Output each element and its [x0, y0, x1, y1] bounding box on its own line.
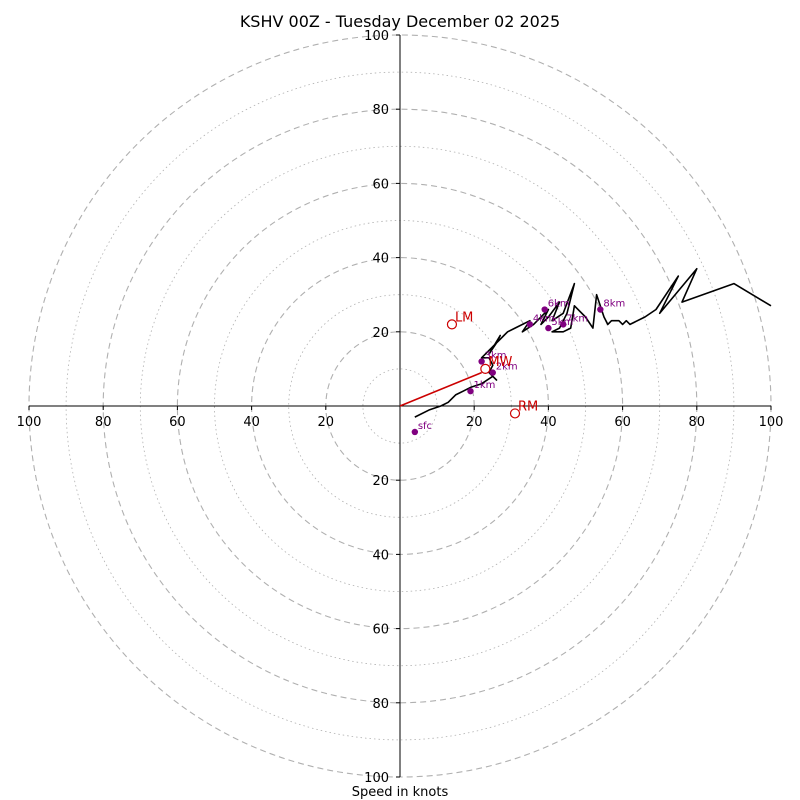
height-label-4km: 4km	[533, 313, 555, 324]
tick-labels: 100 80 60 40 20 20 40 60 80 100 100 80 60 40 20 20 40 60 8…	[17, 29, 784, 786]
shear-vector	[399, 371, 482, 407]
height-marker-3km	[478, 358, 485, 365]
x-tick-label: 80	[95, 415, 112, 430]
height-label-2km: 2km	[496, 362, 518, 373]
y-tick-label: 80	[372, 103, 389, 118]
chart-title: KSHV 00Z - Tuesday December 02 2025	[240, 12, 560, 31]
height-marker-2km	[489, 369, 496, 376]
storm-marker-mw	[480, 363, 491, 374]
height-label-3km: 3km	[485, 350, 507, 361]
y-tick-label: 100	[364, 29, 389, 44]
y-tick-label: 40	[372, 548, 389, 563]
y-tick-label: 60	[372, 623, 389, 638]
height-marker-5km	[545, 324, 552, 332]
height-markers: sfc1km2km3km4km5km6km7km8km	[411, 299, 625, 436]
x-tick-label: 20	[466, 415, 483, 430]
height-marker-1km	[467, 387, 474, 395]
y-tick-label: 20	[372, 326, 389, 341]
y-tick-label: 100	[364, 771, 389, 786]
x-tick-label: 40	[243, 415, 260, 430]
x-tick-label: 100	[17, 415, 42, 430]
x-tick-label: 80	[689, 415, 706, 430]
height-label-6km: 6km	[548, 299, 570, 310]
height-label-7km: 7km	[566, 313, 588, 324]
x-tick-label: 20	[318, 415, 335, 430]
height-marker-7km	[560, 321, 567, 328]
height-marker-6km	[541, 306, 548, 313]
y-tick-label: 60	[372, 177, 389, 192]
height-marker-8km	[597, 306, 604, 313]
y-tick-label: 80	[372, 697, 389, 712]
storm-label-rm: RM	[518, 399, 538, 414]
y-tick-label: 20	[372, 474, 389, 489]
wind-profile-line	[414, 267, 772, 418]
x-tick-label: 100	[759, 415, 784, 430]
wind-profile-layer	[414, 267, 772, 418]
height-marker-4km	[526, 321, 534, 328]
storm-motion-markers: LM MW RM	[446, 310, 538, 419]
storm-marker-rm	[509, 408, 521, 419]
storm-marker-lm	[446, 319, 458, 330]
height-label-sfc: sfc	[418, 421, 432, 432]
height-label-1km: 1km	[473, 380, 495, 391]
storm-label-mw: MW	[488, 355, 512, 370]
x-tick-label: 40	[540, 415, 557, 430]
height-label-8km: 8km	[603, 299, 625, 310]
shear-vector-layer	[399, 371, 482, 407]
x-axis-label: Speed in knots	[352, 785, 449, 800]
x-tick-label: 60	[614, 415, 631, 430]
x-tick-label: 60	[169, 415, 186, 430]
height-marker-sfc	[411, 428, 419, 436]
storm-label-lm: LM	[455, 310, 473, 325]
y-tick-label: 40	[372, 252, 389, 267]
